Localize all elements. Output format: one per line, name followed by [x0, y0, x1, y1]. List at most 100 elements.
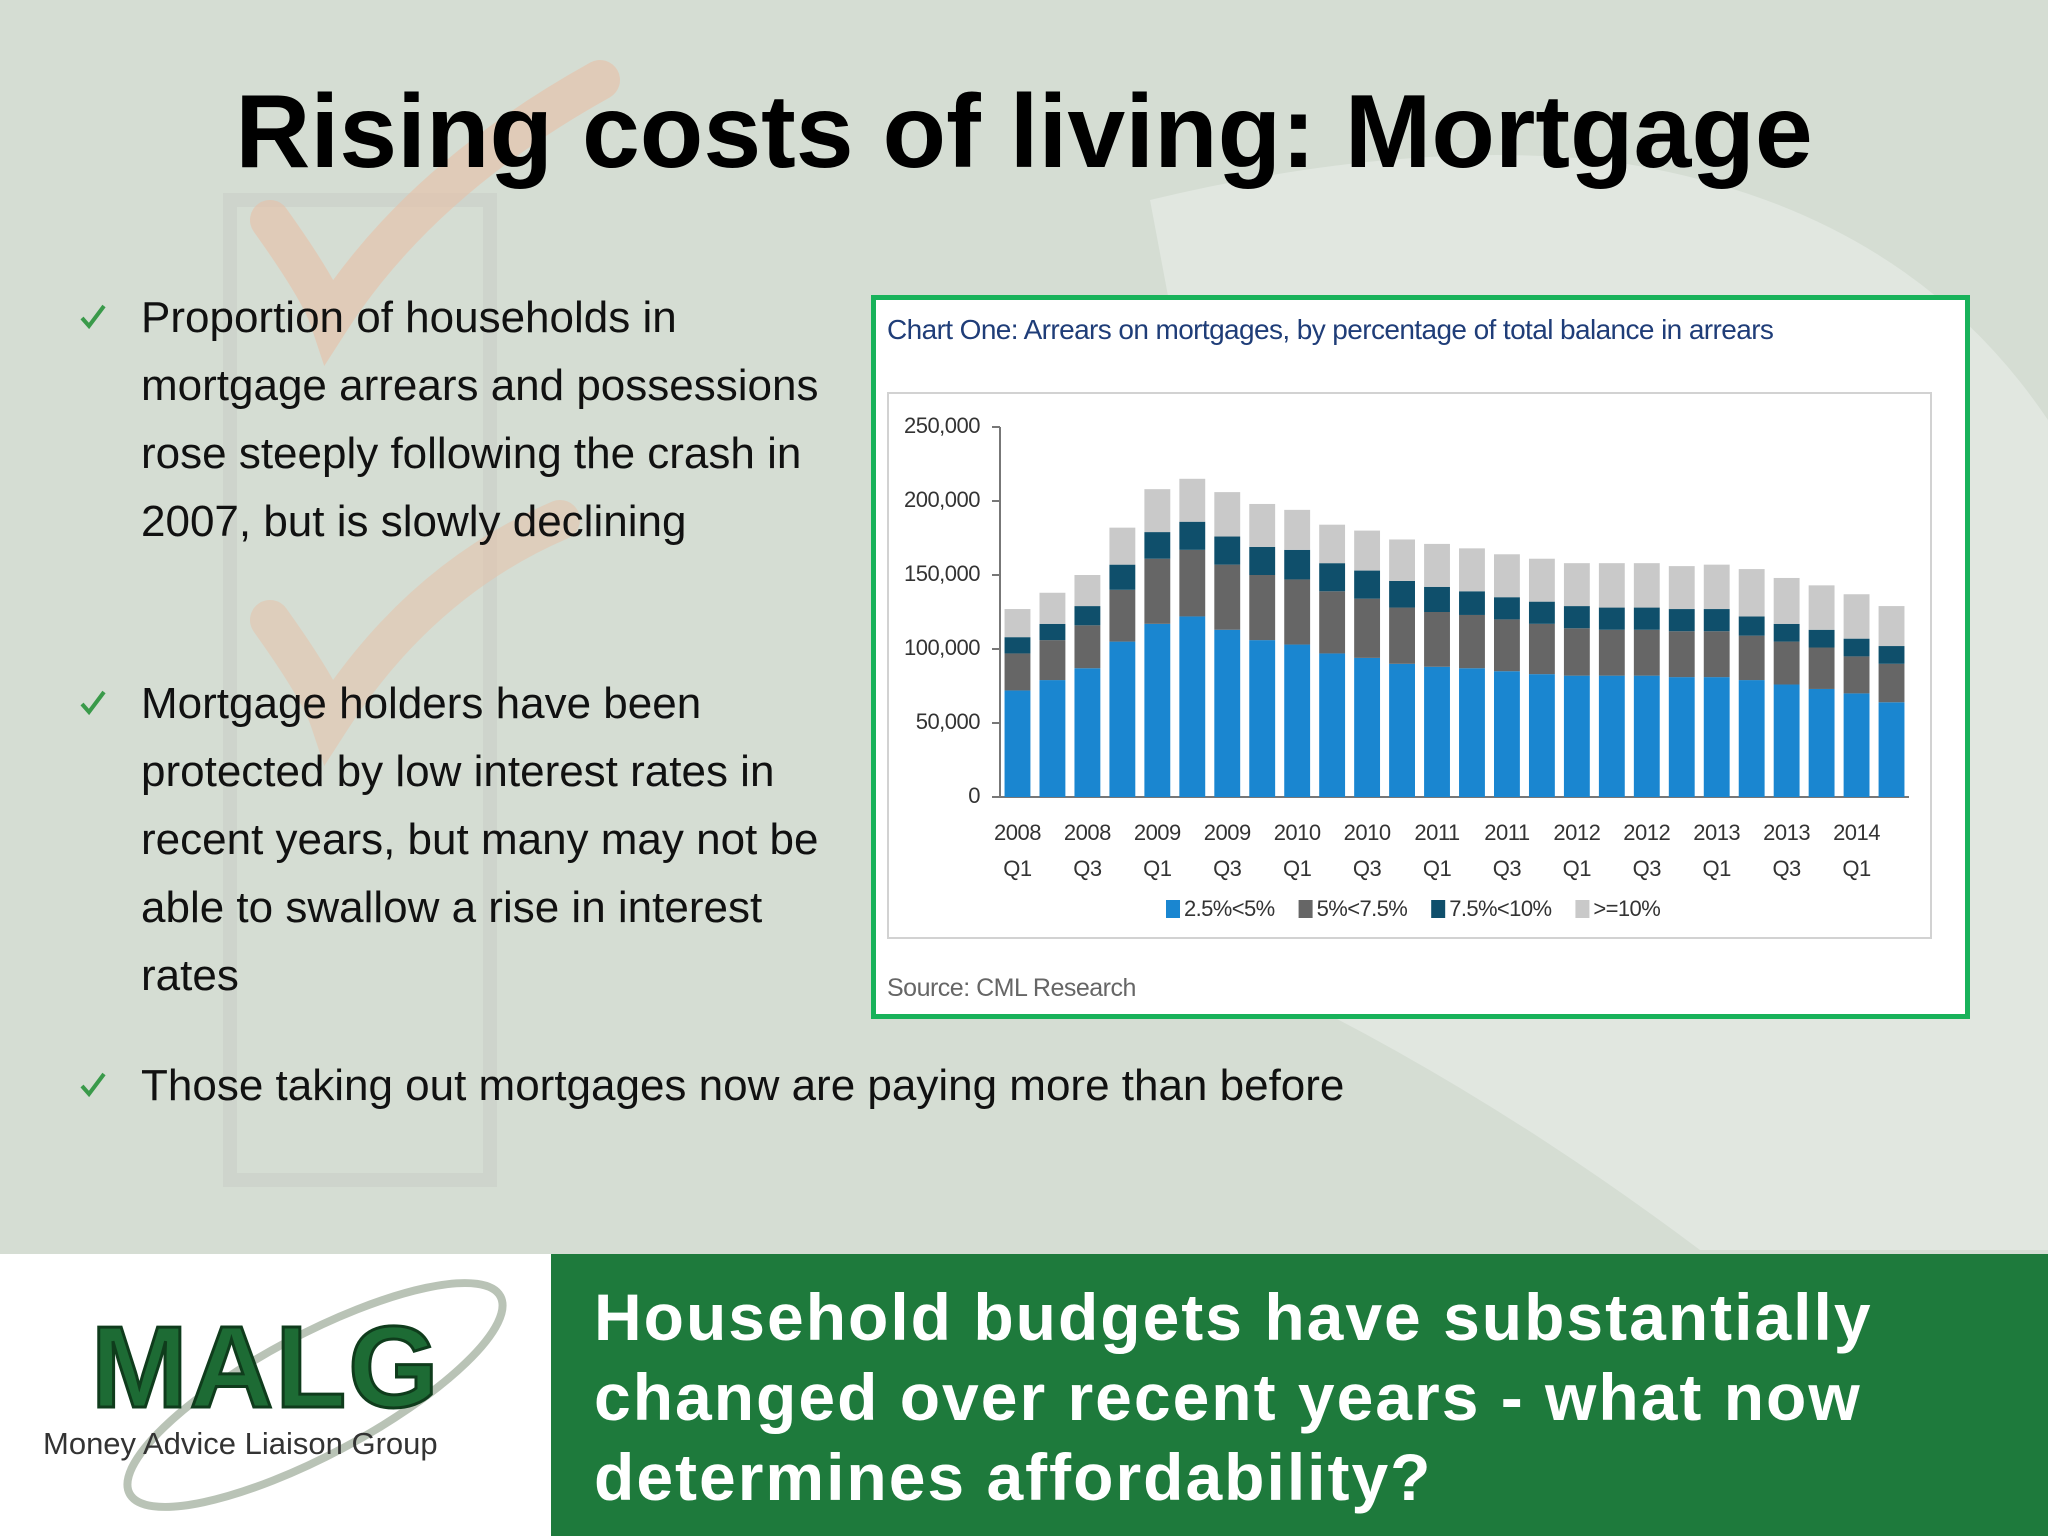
bar-segment: [1144, 489, 1171, 533]
bar-segment: [1703, 609, 1730, 632]
bar-segment: [1214, 536, 1241, 565]
bar-segment: [1843, 693, 1870, 797]
bar-segment: [1459, 548, 1485, 592]
bar-segment: [1668, 566, 1695, 610]
logo-text: MALG: [90, 1301, 441, 1434]
y-tick-label: 150,000: [904, 561, 980, 586]
bar-segment: [1249, 575, 1276, 641]
bar-segment: [1319, 524, 1346, 564]
y-tick-label: 50,000: [916, 709, 981, 734]
bar-segment: [1459, 591, 1485, 615]
legend-label: >=10%: [1593, 896, 1660, 921]
x-tick-label: 2009 Q1: [1133, 820, 1181, 881]
bar-segment: [1494, 671, 1520, 797]
legend-label: 7.5%<10%: [1449, 896, 1551, 921]
bar-segment: [1598, 675, 1625, 797]
x-tick-label: 2011 Q3: [1484, 820, 1530, 881]
bar-segment: [1354, 530, 1381, 571]
chart-title: Chart One: Arrears on mortgages, by perc…: [887, 314, 1774, 345]
bar-segment: [1179, 521, 1206, 550]
bar-segment: [1389, 539, 1415, 581]
legend-swatch: [1166, 900, 1180, 918]
bar-segment: [1598, 629, 1625, 676]
chart-source: Source: CML Research: [887, 974, 1136, 1002]
x-tick-label: 2009 Q3: [1203, 820, 1251, 881]
bar-segment: [1389, 580, 1415, 608]
faint-check: [250, 60, 620, 366]
bar-segment: [1319, 563, 1346, 592]
bar-segment: [1179, 616, 1206, 797]
bar-segment: [1424, 543, 1450, 587]
bar-segment: [1843, 656, 1870, 694]
y-tick-label: 250,000: [904, 413, 980, 438]
bar-segment: [1808, 585, 1835, 630]
bar-segment: [1144, 558, 1171, 624]
bullet-text: Those taking out mortgages now are payin…: [141, 1061, 1345, 1110]
bullet-text: Proportion of households in mortgage arr…: [141, 293, 819, 546]
bar-segment: [1494, 619, 1520, 672]
bar-segment: [1843, 594, 1870, 639]
y-tick-label: 100,000: [904, 635, 980, 660]
bar-segment: [1738, 569, 1765, 617]
bar-segment: [1074, 625, 1101, 669]
x-tick-label: 2008 Q3: [1063, 820, 1111, 881]
footer-tagline: Household budgets have substantially cha…: [594, 1280, 1873, 1514]
bar-segment: [1144, 623, 1171, 797]
bar-segment: [1074, 606, 1101, 626]
slide-title: Rising costs of living: Mortgage: [235, 74, 1813, 190]
bar-segment: [1808, 647, 1835, 689]
bar-segment: [1074, 668, 1101, 797]
bar-segment: [1424, 612, 1450, 667]
bar-segment: [1528, 674, 1555, 797]
legend-swatch: [1298, 900, 1313, 918]
logo-swoosh: [123, 1279, 507, 1511]
bar-segment: [1039, 680, 1066, 797]
bar-segment: [1214, 629, 1241, 797]
bar-segment: [1633, 607, 1660, 630]
x-tick-label: 2012 Q3: [1623, 820, 1671, 881]
x-tick-label: 2010 Q1: [1273, 820, 1321, 881]
bar-segment: [1004, 653, 1031, 691]
bar-segment: [1319, 591, 1346, 654]
faint-check: [250, 500, 580, 766]
bar-segment: [1598, 563, 1625, 608]
bar-segment: [1773, 623, 1800, 642]
bar-segment: [1703, 631, 1730, 678]
bullet-check: [80, 690, 106, 716]
bullet-check: [80, 1072, 106, 1098]
bar-segment: [1528, 623, 1555, 675]
bar-segment: [1563, 563, 1590, 607]
bar-segment: [1284, 644, 1311, 797]
bar-segment: [1109, 641, 1136, 797]
x-tick-label: 2013 Q1: [1693, 820, 1741, 881]
bar-segment: [1773, 577, 1800, 624]
bar-segment: [1284, 509, 1311, 550]
bar-segment: [1109, 527, 1136, 565]
bar-segment: [1703, 564, 1730, 610]
bar-segment: [1528, 558, 1555, 602]
bar-segment: [1528, 601, 1555, 624]
x-tick-label: 2011 Q1: [1414, 820, 1460, 881]
bar-segment: [1179, 478, 1206, 522]
bar-segment: [1039, 623, 1066, 641]
footer-logo-area: [0, 1254, 551, 1536]
bar-segment: [1738, 635, 1765, 681]
faint-checkbox: [223, 193, 497, 1187]
bar-segment: [1598, 607, 1625, 630]
swoosh: [123, 1279, 507, 1511]
bar-segment: [1039, 640, 1066, 681]
x-tick-label: 2012 Q1: [1553, 820, 1601, 881]
bar-segment: [1773, 684, 1800, 797]
bar-segment: [1703, 677, 1730, 797]
bar-segment: [1144, 532, 1171, 559]
bar-segment: [1878, 663, 1905, 703]
x-tick-label: 2008 Q1: [993, 820, 1041, 881]
bar-segment: [1633, 629, 1660, 676]
bar-segment: [1494, 554, 1520, 598]
bar-segment: [1668, 677, 1695, 797]
bar-segment: [1878, 702, 1905, 797]
bar-segment: [1109, 564, 1136, 590]
bar-segment: [1249, 503, 1276, 547]
bar-segment: [1004, 609, 1031, 638]
bar-segment: [1843, 638, 1870, 657]
